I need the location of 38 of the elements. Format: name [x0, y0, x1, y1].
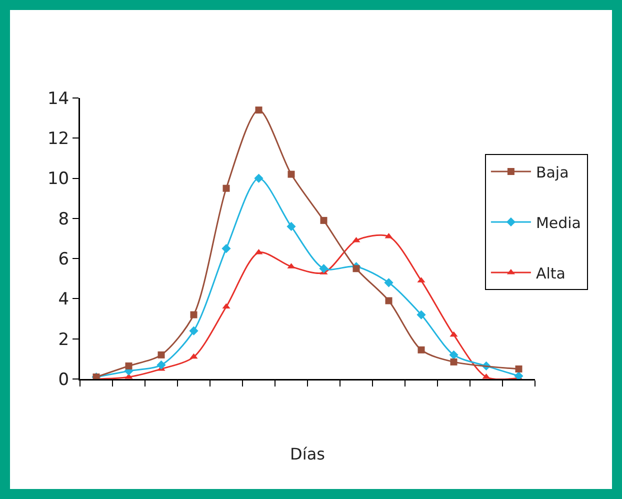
- y-tick-label: 8: [58, 209, 70, 230]
- point: [482, 373, 490, 379]
- point: [190, 311, 198, 318]
- y-tick-label: 10: [47, 169, 70, 190]
- point: [514, 371, 524, 379]
- point: [385, 297, 392, 304]
- y-tick-label: 4: [58, 290, 70, 310]
- point: [352, 265, 360, 272]
- x-axis-title: Días: [290, 444, 325, 464]
- y-tick-label: 6: [58, 250, 70, 270]
- point: [286, 222, 296, 232]
- point: [450, 331, 458, 337]
- point: [288, 170, 295, 178]
- legend-label: Alta: [536, 264, 566, 282]
- y-tick-label: 2: [58, 330, 70, 350]
- point: [384, 232, 393, 238]
- point: [189, 326, 198, 336]
- point: [515, 365, 522, 372]
- point: [418, 346, 425, 354]
- point: [222, 184, 230, 192]
- point: [158, 351, 165, 358]
- point: [156, 360, 166, 370]
- y-tick-label: 12: [47, 129, 70, 150]
- point: [255, 106, 262, 114]
- point: [190, 353, 198, 359]
- point: [320, 216, 328, 224]
- point: [384, 278, 394, 288]
- y-tick-label: 0: [58, 370, 70, 390]
- legend-label: Media: [536, 214, 582, 232]
- point: [319, 264, 328, 274]
- point: [449, 350, 458, 360]
- point: [450, 358, 458, 366]
- point: [416, 310, 426, 320]
- point: [125, 362, 132, 370]
- y-tick-label: 14: [47, 88, 70, 109]
- point: [222, 244, 231, 254]
- point: [254, 174, 264, 183]
- legend-label: Baja: [536, 163, 569, 182]
